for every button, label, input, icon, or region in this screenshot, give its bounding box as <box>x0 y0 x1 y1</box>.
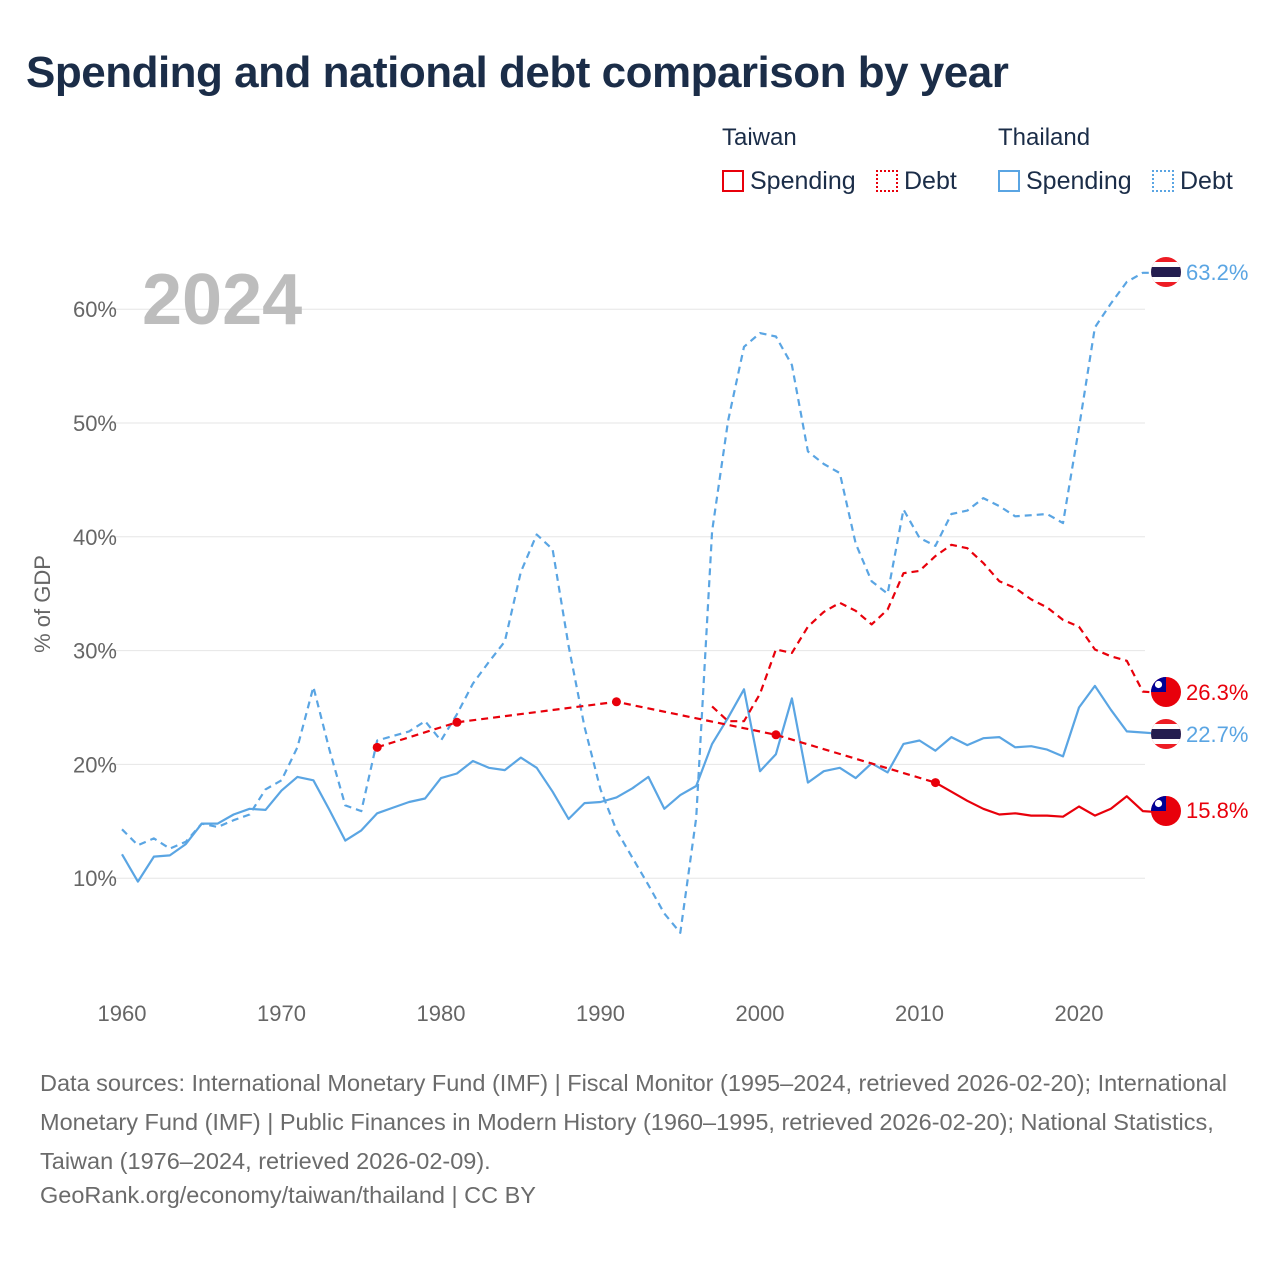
legend-item-taiwan-spending[interactable]: Spending <box>722 164 856 198</box>
thailand-flag-icon <box>1151 719 1181 749</box>
thailand-debt-line <box>121 271 1159 934</box>
taiwan-debt-point[interactable] <box>372 742 382 752</box>
y-tick-label: 60% <box>73 297 117 322</box>
x-tick-label: 2020 <box>1055 1001 1104 1026</box>
taiwan-debt-point[interactable] <box>452 717 462 727</box>
taiwan-debt-point[interactable] <box>611 697 621 707</box>
taiwan-debt-line-later <box>711 543 1159 723</box>
y-tick-label: 40% <box>73 525 117 550</box>
attribution-link[interactable]: GeoRank.org/economy/taiwan/thailand | CC… <box>40 1182 536 1208</box>
taiwan-debt-point[interactable] <box>771 730 781 740</box>
data-sources: Data sources: International Monetary Fun… <box>40 1070 1227 1174</box>
y-tick-label: 20% <box>73 752 117 777</box>
year-watermark: 2024 <box>142 260 302 340</box>
taiwan-debt-point[interactable] <box>930 778 940 788</box>
taiwan-flag-icon <box>1151 677 1181 707</box>
y-tick-label: 30% <box>73 639 117 664</box>
thailand-flag-icon <box>1151 257 1181 287</box>
y-tick-label: 10% <box>73 866 117 891</box>
taiwan-flag-icon <box>1151 796 1181 826</box>
line-chart: 10% 20% 30% 40% 50% 60% 1960 1970 1980 1990 2000 20… <box>30 257 1248 1026</box>
end-label-thailand-debt: 63.2% <box>1186 260 1248 285</box>
x-tick-label: 2010 <box>895 1001 944 1026</box>
legend-item-thailand-spending[interactable]: Spending <box>998 164 1132 198</box>
end-label-thailand-spending: 22.7% <box>1186 722 1248 747</box>
legend-group-taiwan: Taiwan <box>722 124 797 151</box>
x-tick-label: 2000 <box>736 1001 785 1026</box>
legend-swatch-taiwan-spending <box>722 170 744 192</box>
x-tick-label: 1970 <box>257 1001 306 1026</box>
legend-label-thailand-debt: Debt <box>1180 166 1233 195</box>
legend-label-taiwan-spending: Spending <box>750 166 856 195</box>
taiwan-spending-line <box>934 781 1159 818</box>
legend-item-thailand-debt[interactable]: Debt <box>1152 164 1233 198</box>
legend-swatch-thailand-debt <box>1152 170 1174 192</box>
x-tick-label: 1980 <box>417 1001 466 1026</box>
legend-label-taiwan-debt: Debt <box>904 166 957 195</box>
end-label-taiwan-spending: 15.8% <box>1186 798 1248 823</box>
legend-item-taiwan-debt[interactable]: Debt <box>876 164 957 198</box>
chart-title: Spending and national debt comparison by… <box>26 48 1009 97</box>
y-axis-label: % of GDP <box>30 555 55 653</box>
y-tick-label: 50% <box>73 411 117 436</box>
legend-swatch-thailand-spending <box>998 170 1020 192</box>
legend-label-thailand-spending: Spending <box>1026 166 1132 195</box>
end-label-taiwan-debt: 26.3% <box>1186 680 1248 705</box>
legend-group-thailand: Thailand <box>998 124 1091 151</box>
legend-swatch-taiwan-debt <box>876 170 898 192</box>
x-tick-label: 1990 <box>576 1001 625 1026</box>
x-tick-label: 1960 <box>98 1001 147 1026</box>
thailand-spending-line <box>121 684 1159 883</box>
